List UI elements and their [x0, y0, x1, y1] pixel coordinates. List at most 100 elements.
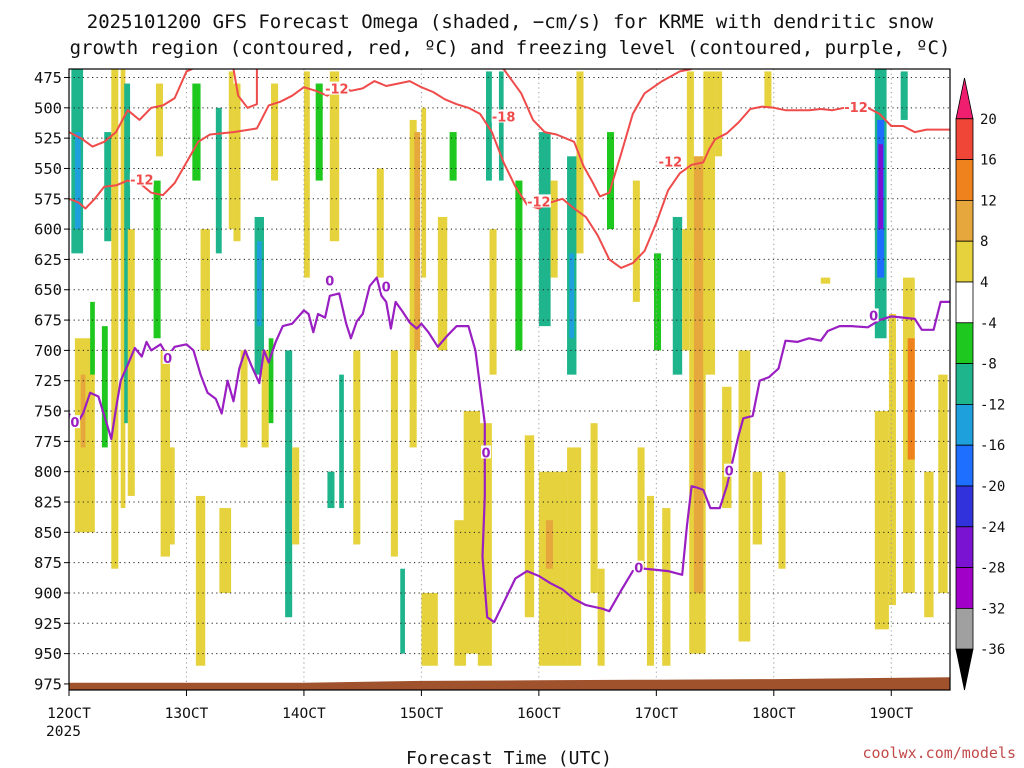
colorbar-label-13: -36 — [980, 642, 1005, 658]
omega-patch-38 — [400, 568, 405, 654]
dgz-label-bg-2 — [491, 109, 516, 123]
omega-patch-68 — [662, 508, 671, 666]
omega-patch-53 — [538, 132, 551, 327]
omega-patch-42 — [421, 592, 438, 666]
omega-patch-1 — [74, 132, 81, 230]
x-axis-ticks: 12OCT 13OCT 14OCT 15OCT 16OCT 17OCT 18OCT 19OCT — [47, 690, 913, 722]
y-tick-label-525: 525 — [34, 130, 62, 148]
omega-patch-55 — [545, 520, 553, 569]
omega-patch-79 — [764, 71, 772, 108]
omega-patch-21 — [233, 83, 241, 242]
x-tick-label-19OCT: 19OCT — [869, 706, 913, 722]
dgz-contour-1 — [69, 69, 193, 148]
dgz-label-1: -12 — [325, 83, 349, 98]
y-tick-label-600: 600 — [34, 221, 62, 239]
omega-patch-13 — [160, 350, 171, 557]
colorbar-segment-12 — [955, 567, 974, 609]
colorbar-segment-3 — [955, 199, 974, 242]
colorbar-label-10: -24 — [980, 520, 1005, 536]
colorbar-segment-10 — [955, 485, 974, 528]
omega-patch-86 — [888, 314, 896, 606]
y-tick-label-725: 725 — [34, 372, 62, 390]
omega-patch-40 — [414, 132, 421, 351]
omega-patch-19 — [219, 508, 232, 593]
omega-patch-73 — [693, 156, 704, 593]
fzl-label-bg-2 — [324, 273, 335, 287]
y-tick-label-775: 775 — [34, 433, 62, 451]
dgz-label-bg-0 — [129, 172, 154, 186]
colorbar-segment-7 — [955, 363, 974, 405]
x-tick-label-17OCT: 17OCT — [635, 706, 679, 722]
omega-patch-24 — [256, 241, 262, 327]
y-tick-label-825: 825 — [34, 494, 62, 512]
y-tick-label-750: 750 — [34, 403, 62, 421]
omega-patch-12 — [155, 83, 163, 157]
omega-patch-74 — [703, 71, 716, 375]
y-tick-label-950: 950 — [34, 645, 62, 663]
omega-patch-5 — [101, 326, 108, 448]
omega-patch-87 — [900, 71, 908, 120]
omega-patch-51 — [515, 180, 523, 351]
colorbar-segment-4 — [955, 240, 974, 283]
fzl-label-bg-1 — [162, 350, 173, 364]
omega-patch-65 — [637, 447, 645, 569]
omega-patch-59 — [567, 447, 582, 666]
omega-patch-91 — [938, 374, 948, 593]
fzl-label-4: 0 — [481, 446, 490, 461]
omega-patch-41 — [421, 107, 427, 278]
omega-patch-33 — [329, 71, 340, 242]
omega-patch-43 — [437, 216, 448, 351]
y-tick-label-550: 550 — [34, 160, 62, 178]
fzl-label-bg-5 — [633, 560, 644, 574]
freezing-level-contour — [69, 276, 950, 624]
omega-shading — [71, 69, 948, 666]
colorbar-segment-14 — [955, 648, 974, 691]
colorbar-segment-1 — [955, 118, 974, 161]
omega-patch-22 — [240, 350, 248, 448]
omega-patch-58 — [569, 253, 575, 339]
colorbar-label-7: -12 — [980, 397, 1005, 413]
y-tick-label-900: 900 — [34, 584, 62, 602]
fzl-label-0: 0 — [70, 416, 79, 431]
omega-patch-50 — [498, 71, 504, 181]
omega-patch-27 — [271, 83, 279, 181]
omega-patch-75 — [715, 71, 723, 157]
omega-patch-48 — [477, 423, 492, 666]
omega-patch-44 — [449, 132, 457, 181]
dgz-label-bg-4 — [658, 154, 683, 168]
dgz-label-4: -12 — [659, 155, 683, 170]
omega-patch-56 — [550, 180, 558, 278]
omega-patch-31 — [315, 83, 323, 181]
fzl-label-bg-4 — [481, 445, 492, 459]
omega-patch-7 — [111, 69, 119, 569]
omega-patch-52 — [524, 435, 535, 618]
omega-patch-29 — [292, 447, 300, 545]
colorbar-label-1: 16 — [980, 153, 997, 169]
omega-patch-39 — [409, 119, 417, 448]
x-axis-label: Forecast Time (UTC) — [406, 748, 612, 768]
colorbar-label-2: 12 — [980, 193, 997, 209]
colorbar-segment-9 — [955, 444, 974, 487]
x-tick-label-16OCT: 16OCT — [517, 706, 561, 722]
y-tick-label-675: 675 — [34, 312, 62, 330]
colorbar-segment-13 — [955, 608, 974, 650]
colorbar-segment-6 — [955, 322, 974, 364]
colorbar-label-0: 20 — [980, 112, 997, 128]
colorbar-segment-5 — [955, 281, 974, 324]
colorbar-segment-8 — [955, 403, 974, 446]
omega-patch-17 — [200, 229, 210, 351]
omega-patch-8 — [120, 69, 126, 509]
y-tick-label-850: 850 — [34, 524, 62, 542]
omega-patch-15 — [192, 83, 201, 181]
omega-patch-49 — [489, 229, 497, 375]
colorbar-label-11: -28 — [980, 561, 1005, 577]
y-tick-label-800: 800 — [34, 463, 62, 481]
colorbar-label-3: 8 — [980, 234, 988, 250]
y-tick-label-650: 650 — [34, 281, 62, 299]
y-tick-label-700: 700 — [34, 342, 62, 360]
colorbar-segment-11 — [955, 526, 974, 568]
chart-title-line-1: 2025101200 GFS Forecast Omega (shaded, −… — [87, 11, 934, 33]
y-tick-label-925: 925 — [34, 615, 62, 633]
dgz-contour-2 — [232, 69, 258, 109]
omega-patch-67 — [653, 253, 662, 351]
